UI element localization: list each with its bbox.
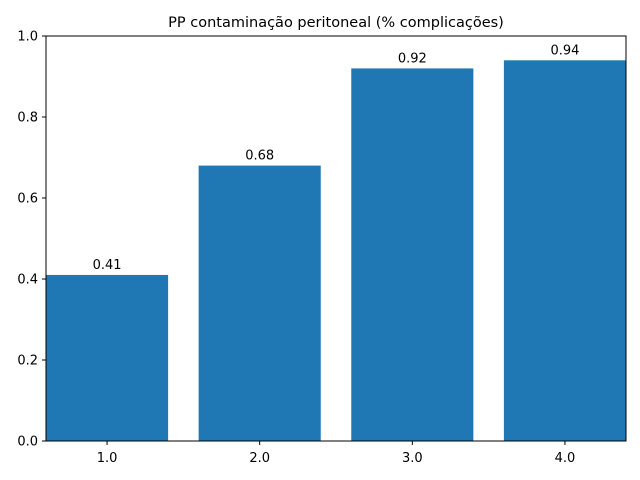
y-tick-label: 0.6	[17, 192, 38, 207]
x-tick-label: 2.0	[249, 451, 270, 466]
data-label-2.0: 0.68	[245, 149, 274, 164]
data-label-3.0: 0.92	[398, 51, 427, 66]
plot-frame	[45, 35, 627, 442]
bar-1.0	[46, 274, 169, 441]
x-tick-label: 3.0	[402, 451, 423, 466]
y-tick-label: 0.8	[17, 111, 38, 126]
data-labels-group: 0.41 0.68 0.92 0.94	[93, 43, 580, 273]
y-tick-label: 1.0	[17, 30, 38, 45]
y-tick-label: 0.0	[17, 435, 38, 450]
data-label-4.0: 0.94	[550, 43, 579, 58]
y-tick-label: 0.4	[17, 273, 38, 288]
x-tick-label: 4.0	[555, 451, 576, 466]
y-tick-label: 0.2	[17, 354, 38, 369]
x-axis: 1.0 2.0 3.0 4.0	[97, 441, 576, 466]
bar-3.0	[351, 68, 474, 442]
x-tick-label: 1.0	[97, 451, 118, 466]
bar-2.0	[198, 165, 321, 441]
y-axis: 0.0 0.2 0.4 0.6 0.8 1.0	[17, 30, 46, 450]
bar-4.0	[503, 60, 626, 442]
data-label-1.0: 0.41	[93, 258, 122, 273]
chart-title: PP contaminação peritoneal (% complicaçõ…	[168, 15, 504, 31]
bars-group	[46, 60, 626, 442]
